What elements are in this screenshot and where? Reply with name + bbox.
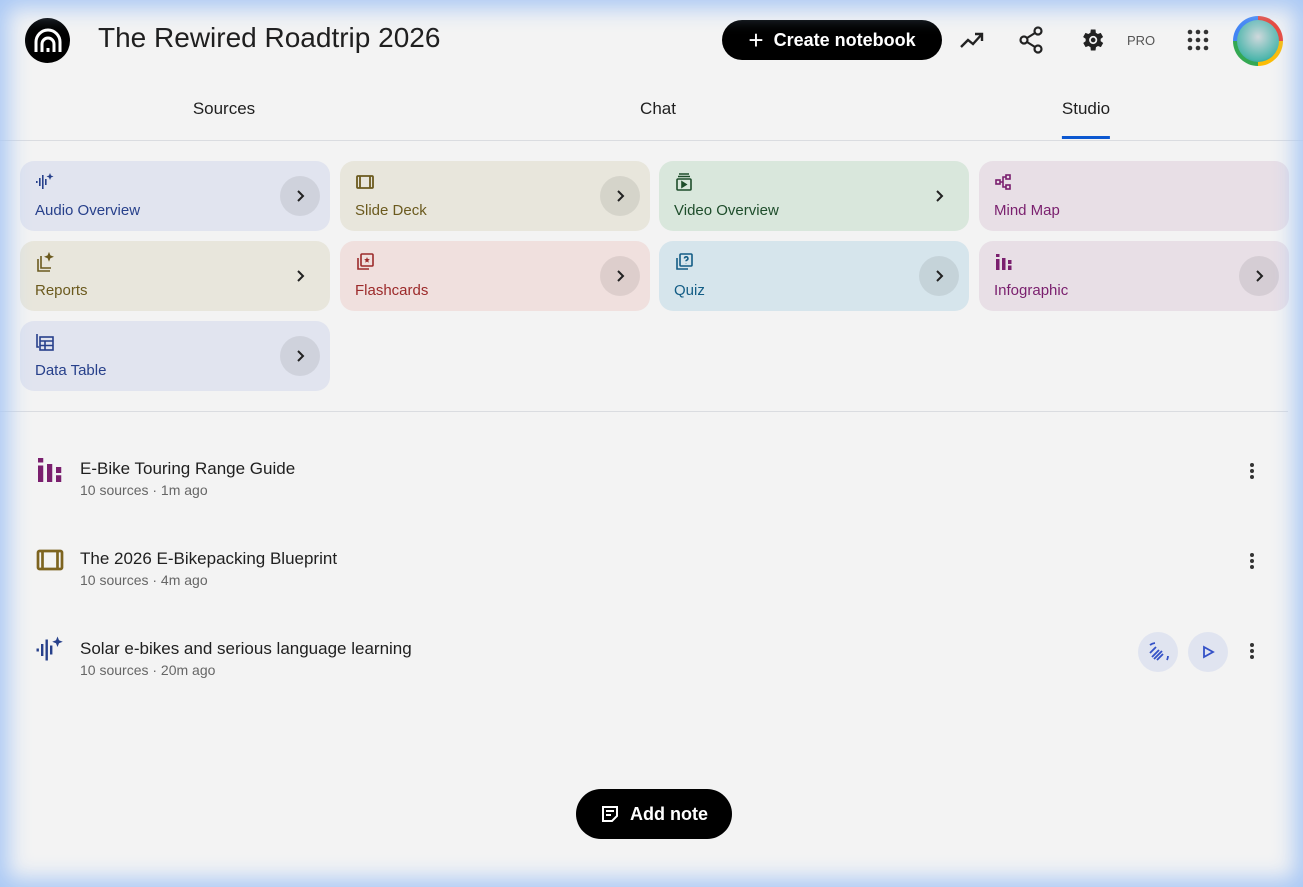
add-note-button[interactable]: Add note xyxy=(576,789,732,839)
avatar[interactable] xyxy=(1233,16,1283,66)
audio-waveform-sparkle-icon xyxy=(35,635,65,665)
video-play-icon xyxy=(674,172,694,192)
audio-waveform-sparkle-icon xyxy=(35,172,55,192)
apps-grid-icon[interactable] xyxy=(1182,24,1214,56)
chevron-right-icon[interactable] xyxy=(280,256,320,296)
note-list-item[interactable]: Solar e-bikes and serious language learn… xyxy=(0,632,1303,699)
studio-card-infographic[interactable]: Infographic xyxy=(979,241,1289,311)
studio-card-flashcards[interactable]: Flashcards xyxy=(340,241,650,311)
tab-sources[interactable]: Sources xyxy=(192,99,256,118)
chevron-right-icon[interactable] xyxy=(280,176,320,216)
infographic-icon xyxy=(35,455,65,485)
chevron-right-icon[interactable] xyxy=(919,256,959,296)
settings-icon[interactable] xyxy=(1076,24,1108,56)
note-icon xyxy=(602,806,618,822)
note-list-item[interactable]: E-Bike Touring Range Guide 10 sources · … xyxy=(0,458,1303,519)
studio-card-audio-overview[interactable]: Audio Overview xyxy=(20,161,330,231)
studio-card-quiz[interactable]: Quiz xyxy=(659,241,969,311)
studio-card-data-table[interactable]: Data Table xyxy=(20,321,330,391)
studio-card-mind-map[interactable]: Mind Map xyxy=(979,161,1289,231)
reports-icon xyxy=(35,251,55,272)
divider xyxy=(0,411,1288,412)
interactive-mode-button[interactable] xyxy=(1138,632,1178,672)
flashcards-icon xyxy=(355,252,375,272)
more-options-icon[interactable] xyxy=(1240,549,1264,573)
tab-studio[interactable]: Studio xyxy=(1061,99,1111,139)
slides-icon xyxy=(355,172,375,192)
slides-icon xyxy=(35,545,65,575)
plus-icon: + xyxy=(748,25,764,55)
chevron-right-icon[interactable] xyxy=(600,256,640,296)
analytics-icon[interactable] xyxy=(956,24,988,56)
mind-map-icon xyxy=(994,172,1014,192)
chevron-right-icon[interactable] xyxy=(919,176,959,216)
note-list-item[interactable]: The 2026 E-Bikepacking Blueprint 10 sour… xyxy=(0,549,1303,609)
create-notebook-button[interactable]: + Create notebook xyxy=(722,20,942,60)
pro-badge: PRO xyxy=(1127,33,1156,48)
studio-card-slide-deck[interactable]: Slide Deck xyxy=(340,161,650,231)
tab-bar: Sources Chat Studio xyxy=(0,80,1303,141)
play-button[interactable] xyxy=(1188,632,1228,672)
quiz-icon xyxy=(674,252,694,272)
data-table-icon xyxy=(35,332,55,352)
share-icon[interactable] xyxy=(1015,24,1047,56)
chevron-right-icon[interactable] xyxy=(280,336,320,376)
more-options-icon[interactable] xyxy=(1240,639,1264,663)
notebook-title[interactable]: The Rewired Roadtrip 2026 xyxy=(98,22,441,53)
studio-card-reports[interactable]: Reports xyxy=(20,241,330,311)
notebooklm-logo[interactable] xyxy=(25,18,70,63)
tab-chat[interactable]: Chat xyxy=(640,99,676,118)
more-options-icon[interactable] xyxy=(1240,459,1264,483)
studio-card-video-overview[interactable]: Video Overview xyxy=(659,161,969,231)
infographic-icon xyxy=(994,252,1014,272)
header: The Rewired Roadtrip 2026 + Create notebo… xyxy=(0,0,1303,80)
chevron-right-icon[interactable] xyxy=(1239,256,1279,296)
chevron-right-icon[interactable] xyxy=(600,176,640,216)
